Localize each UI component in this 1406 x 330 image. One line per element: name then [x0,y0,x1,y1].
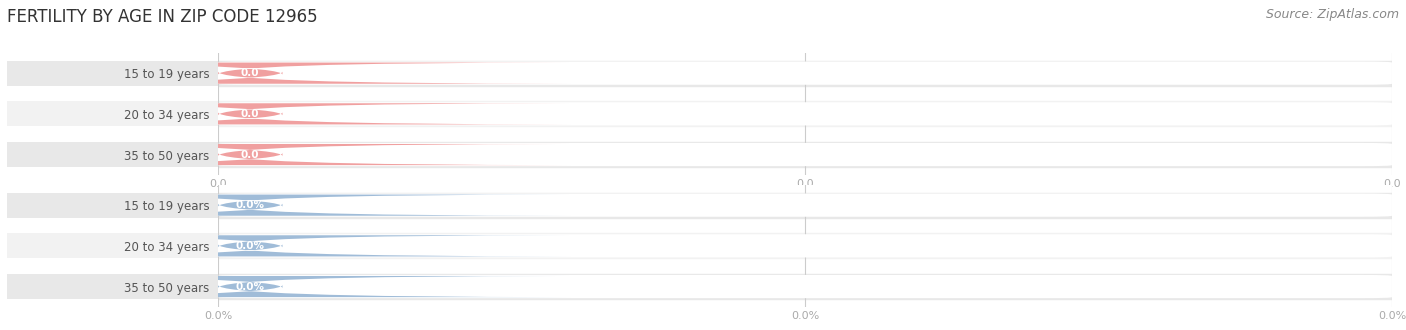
FancyBboxPatch shape [0,103,571,124]
Bar [218,233,1392,258]
FancyBboxPatch shape [0,63,571,84]
Text: 0.0%: 0.0% [236,200,264,210]
FancyBboxPatch shape [218,275,1392,298]
Bar [218,101,1392,126]
FancyBboxPatch shape [218,234,1392,257]
FancyBboxPatch shape [218,143,1392,166]
Bar [218,192,1392,218]
Text: 0.0%: 0.0% [236,241,264,251]
Bar [218,274,1392,299]
FancyBboxPatch shape [218,62,1392,85]
Text: 0.0%: 0.0% [236,281,264,291]
Bar [218,60,1392,86]
FancyBboxPatch shape [0,235,571,256]
FancyBboxPatch shape [218,102,1392,125]
FancyBboxPatch shape [218,194,1392,217]
Text: 0.0: 0.0 [240,149,260,159]
FancyBboxPatch shape [0,276,571,297]
Text: Source: ZipAtlas.com: Source: ZipAtlas.com [1265,8,1399,21]
FancyBboxPatch shape [0,144,571,165]
Text: 0.0: 0.0 [240,68,260,78]
Text: 0.0: 0.0 [240,109,260,119]
Bar [218,142,1392,167]
Text: FERTILITY BY AGE IN ZIP CODE 12965: FERTILITY BY AGE IN ZIP CODE 12965 [7,8,318,26]
FancyBboxPatch shape [0,195,571,216]
